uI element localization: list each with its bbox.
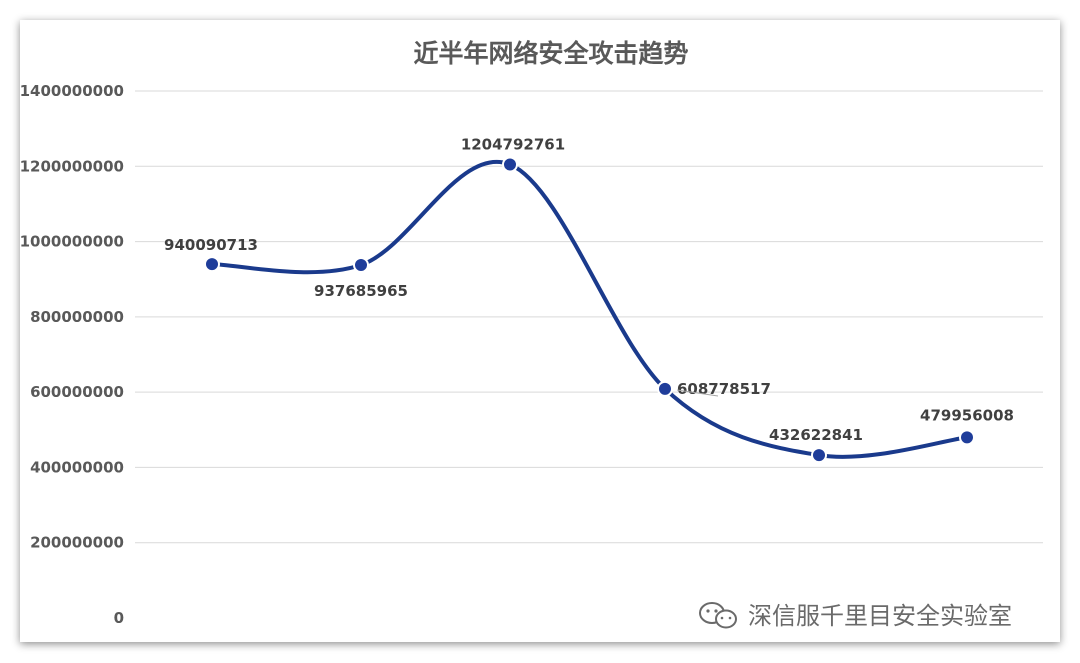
y-tick-label: 600000000: [30, 383, 124, 401]
data-labels: 940090713 937685965 1204792761 608778517 432…: [164, 135, 1014, 444]
data-points: [204, 156, 975, 464]
series-line: [210, 159, 969, 459]
data-label: 1204792761: [461, 135, 565, 153]
y-tick-label: 0: [114, 609, 124, 627]
grid-lines: [135, 90, 1043, 544]
watermark-text: 深信服千里目安全实验室: [748, 602, 1012, 630]
chart-card: [20, 20, 1060, 642]
data-point: [502, 156, 518, 173]
watermark: 深信服千里目安全实验室: [699, 602, 1012, 630]
data-point: [657, 380, 673, 397]
wechat-icon: [699, 602, 737, 629]
data-label: 940090713: [164, 236, 258, 254]
data-point: [811, 447, 827, 464]
y-tick-label: 1400000000: [20, 82, 124, 100]
y-tick-label: 800000000: [30, 308, 124, 326]
data-point: [959, 429, 975, 446]
data-point: [353, 257, 369, 274]
y-axis-ticks: 0 200000000 400000000 600000000 800000000 100…: [20, 82, 124, 627]
y-tick-label: 1200000000: [20, 157, 124, 175]
y-tick-label: 200000000: [30, 534, 124, 552]
data-label: 432622841: [769, 426, 863, 444]
chart-title: 近半年网络安全攻击趋势: [413, 39, 688, 68]
y-tick-label: 400000000: [30, 458, 124, 476]
data-label: 479956008: [920, 406, 1014, 424]
data-label: 937685965: [314, 282, 408, 300]
data-point: [204, 256, 220, 273]
data-label: 608778517: [677, 380, 771, 398]
y-tick-label: 1000000000: [20, 233, 124, 251]
label-leader-line: [676, 389, 719, 397]
series-line-layer: [210, 159, 969, 459]
